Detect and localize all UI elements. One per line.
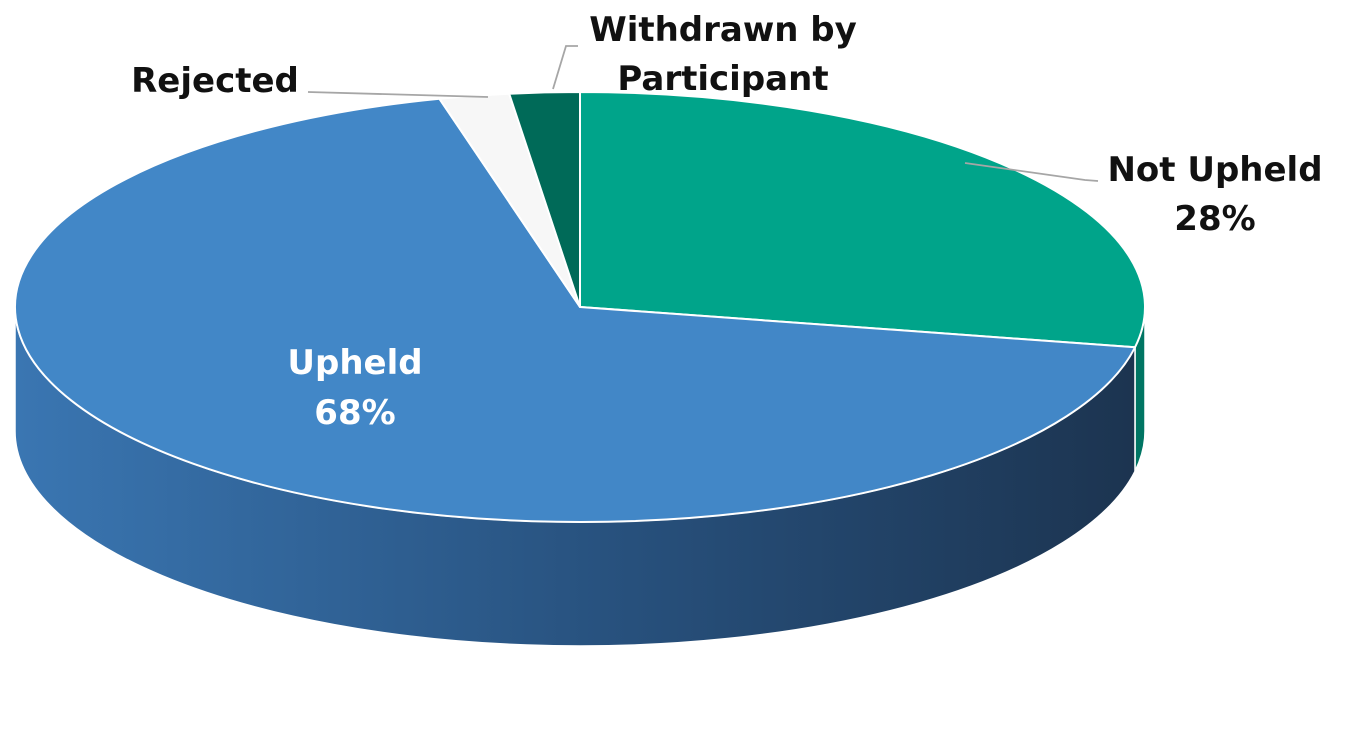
pie-slices-layer [14, 91, 1146, 523]
slice-label-upheld-name: Upheld [287, 343, 422, 383]
slice-label-rejected: Rejected [131, 61, 299, 101]
leader-lines-layer [307, 45, 1099, 182]
slice-label-upheld-value: 68% [314, 393, 395, 433]
slice-label-withdrawn-line2: Participant [617, 59, 828, 99]
leader-line-not-upheld [964, 162, 1099, 182]
leader-line-withdrawn [552, 45, 578, 90]
slice-label-not-upheld-name: Not Upheld [1107, 150, 1322, 190]
slice-withdrawn-by-participant [508, 91, 581, 308]
slice-not-upheld [579, 91, 1146, 349]
slice-label-withdrawn-line1: Withdrawn by [589, 10, 857, 50]
slice-upheld [14, 97, 1136, 523]
slice-label-not-upheld-value: 28% [1174, 199, 1255, 239]
leader-line-rejected [307, 91, 489, 98]
